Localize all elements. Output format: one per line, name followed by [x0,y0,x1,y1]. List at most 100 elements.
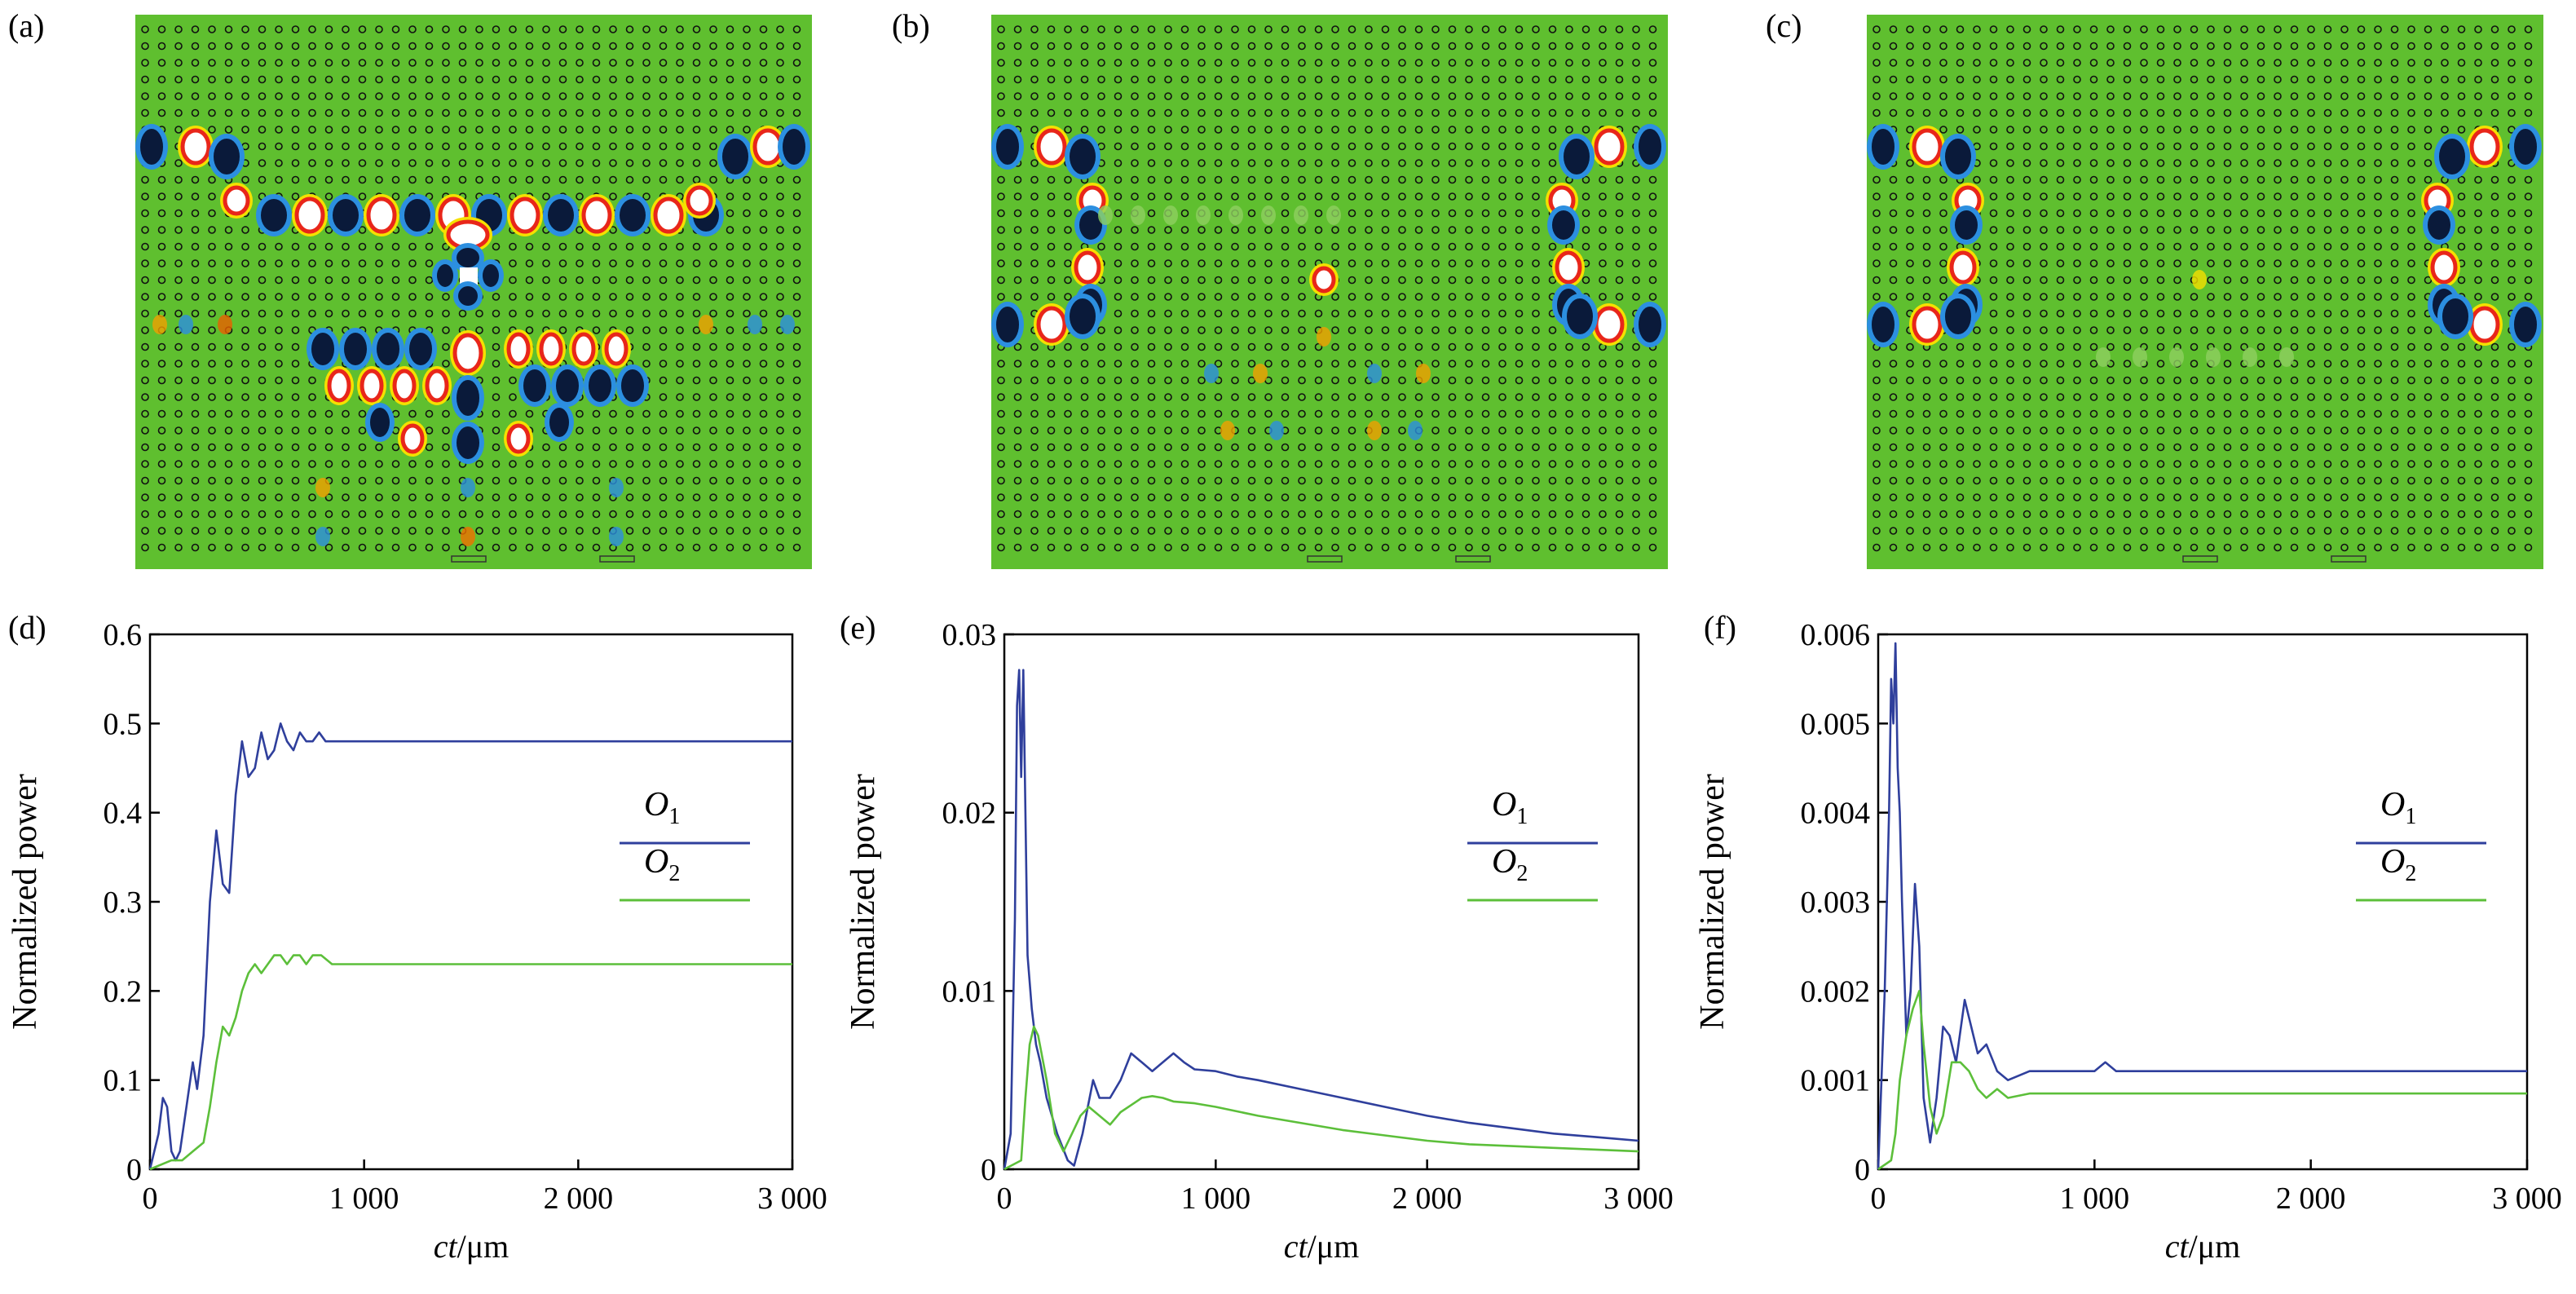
lattice-hole [2390,527,2399,535]
lattice-hole [659,59,668,67]
lattice-hole [743,543,751,552]
lattice-hole [2524,493,2533,501]
lattice-hole [659,326,668,334]
lattice-hole [1448,309,1457,318]
lattice-hole [1013,426,1022,435]
lattice-hole [1214,192,1223,201]
coldspot [1872,129,1895,165]
lattice-hole [642,142,651,151]
coldspot [1872,307,1895,342]
lattice-hole [308,276,316,285]
lattice-hole [2173,75,2181,84]
lattice-hole [1906,360,1914,368]
lattice-hole [2223,493,2232,501]
lattice-hole [1599,476,1607,485]
lattice-hole [1247,126,1256,134]
lattice-hole [1080,460,1089,468]
lattice-hole [659,92,668,100]
lattice-hole [659,259,668,267]
lattice-hole [1398,409,1406,418]
lattice-hole [642,476,651,485]
lattice-hole [1231,92,1239,100]
lattice-hole [224,25,233,33]
lattice-hole [1973,409,1981,418]
lattice-hole [1047,443,1056,452]
lattice-hole [174,476,183,485]
lattice-hole [1515,226,1524,234]
lattice-hole [2207,476,2215,485]
lattice-hole [1030,25,1039,33]
lattice-hole [2290,226,2299,234]
lattice-hole [2256,192,2265,201]
coldspot [556,369,579,402]
lattice-hole [1906,376,1914,385]
lattice-hole [425,25,434,33]
lattice-hole [1599,59,1607,67]
lattice-hole [425,293,434,301]
lattice-hole [2390,92,2399,100]
lattice-hole [375,126,383,134]
lattice-hole [1615,409,1624,418]
lattice-hole [2040,527,2048,535]
lattice-hole [2173,209,2181,218]
lattice-hole [1231,226,1239,234]
lattice-hole [1264,92,1273,100]
lattice-hole [592,276,601,285]
lattice-hole [2374,342,2382,351]
lattice-hole [1515,309,1524,318]
lattice-hole [2357,326,2366,334]
lattice-hole [2256,393,2265,401]
lattice-hole [1131,92,1139,100]
lattice-hole [2474,527,2482,535]
x-axis-label: ct/μm [2165,1228,2241,1265]
lattice-hole [1180,276,1189,285]
lattice-hole [324,42,333,51]
lattice-hole [642,360,651,368]
lattice-hole [2374,527,2382,535]
lattice-hole [1348,393,1356,401]
lattice-hole [2223,42,2232,51]
lattice-hole [174,242,183,251]
lattice-hole [2156,92,2165,100]
lattice-hole [1973,527,1981,535]
lattice-hole [776,25,784,33]
lattice-hole [2307,342,2315,351]
lattice-hole [558,142,567,151]
lattice-hole [1889,276,1898,285]
coldspot [261,199,287,232]
lattice-hole [2290,342,2299,351]
lattice-hole [291,92,300,100]
lattice-hole [1114,59,1123,67]
lattice-hole [1565,360,1573,368]
lattice-hole [2073,309,2081,318]
lattice-hole [1515,426,1524,435]
lattice-hole [1465,527,1473,535]
lattice-hole [592,493,601,501]
lattice-hole [2106,543,2115,552]
lattice-hole [342,159,350,167]
lattice-hole [2190,126,2199,134]
lattice-hole [1515,543,1524,552]
lattice-hole [174,393,183,401]
lattice-hole [1331,393,1339,401]
lattice-hole [375,493,383,501]
lattice-hole [1131,493,1139,501]
lattice-hole [1264,393,1273,401]
lattice-hole [1131,460,1139,468]
lattice-hole [1581,192,1590,201]
lattice-hole [1581,393,1590,401]
lattice-hole [509,409,517,418]
lattice-hole [1013,443,1022,452]
lattice-hole [174,460,183,468]
lattice-hole [2307,226,2315,234]
faint-spot [1204,364,1219,383]
lattice-hole [2123,326,2132,334]
lattice-hole [375,92,383,100]
lattice-hole [2441,376,2449,385]
lattice-hole [1164,476,1172,485]
lattice-hole [1872,108,1881,117]
lattice-hole [709,493,717,501]
lattice-hole [1365,159,1373,167]
lattice-hole [1365,142,1373,151]
lattice-hole [1198,259,1206,267]
